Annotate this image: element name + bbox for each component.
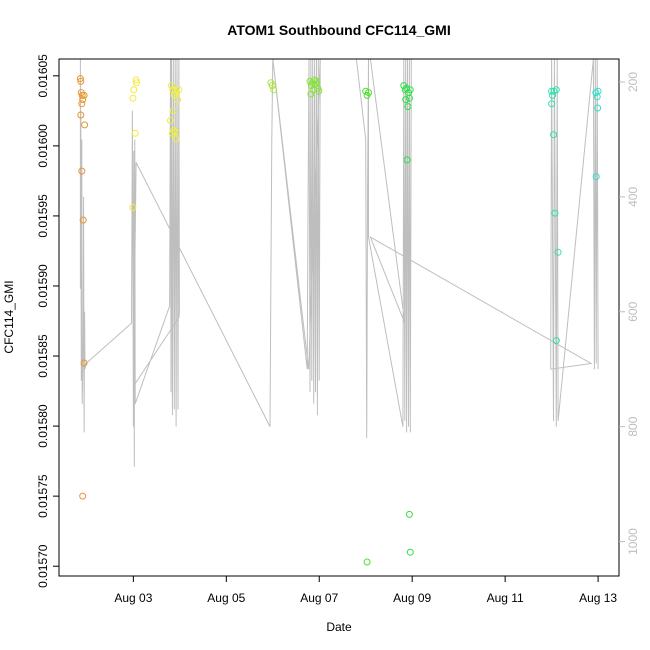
data-point: [552, 337, 560, 345]
x-axis-label: Date: [326, 620, 352, 634]
right-tick-label: 800: [626, 416, 640, 436]
right-tick-label: 200: [626, 72, 640, 92]
y-tick-label: 0.01570: [36, 544, 50, 588]
data-point: [78, 91, 86, 99]
x-tick-label: Aug 07: [300, 591, 338, 605]
data-point: [550, 131, 557, 139]
y-tick-label: 0.01585: [36, 334, 50, 378]
data-point: [405, 94, 413, 102]
y-tick-label: 0.01575: [36, 474, 50, 518]
y-axis: 0.01570 0.01575 0.01580 0.01585 0.01590 0.015…: [36, 54, 59, 588]
x-tick-label: Aug 03: [114, 591, 152, 605]
y-tick-label: 0.01590: [36, 264, 50, 308]
data-point: [78, 167, 86, 175]
y-axis-label: CFC114_GMI: [2, 280, 16, 353]
chart-title: ATOM1 Southbound CFC114_GMI: [227, 22, 451, 38]
scatter-points-layer: [76, 75, 602, 566]
data-point: [554, 248, 562, 256]
right-tick-label: 600: [626, 301, 640, 321]
data-point: [132, 76, 140, 84]
plot-frame: [58, 58, 620, 577]
altitude-trace-line: [79, 59, 599, 467]
data-point: [129, 204, 137, 211]
right-axis: 200 400 600 800 1000: [619, 72, 640, 555]
data-point: [406, 86, 414, 94]
x-axis: Aug 03 Aug 05 Aug 07 Aug 09 Aug 11 Aug 13: [114, 576, 617, 605]
data-point: [78, 100, 86, 108]
data-point: [76, 75, 84, 83]
data-point: [405, 510, 413, 518]
data-point: [402, 96, 410, 104]
data-point: [551, 209, 559, 217]
y-tick-label: 0.01605: [36, 54, 50, 98]
data-point: [168, 82, 175, 90]
data-point: [592, 173, 600, 181]
data-point: [403, 84, 411, 92]
data-point: [129, 94, 137, 102]
data-point: [79, 96, 87, 104]
data-point: [131, 129, 139, 137]
data-point: [404, 103, 412, 111]
data-point: [133, 79, 141, 87]
data-point: [174, 96, 181, 104]
data-point: [549, 91, 556, 99]
x-tick-label: Aug 05: [207, 591, 245, 605]
x-tick-label: Aug 11: [487, 591, 524, 605]
data-point: [81, 121, 89, 129]
data-point: [363, 558, 371, 566]
x-tick-label: Aug 09: [393, 591, 431, 605]
data-point: [315, 87, 323, 95]
data-point: [270, 86, 278, 94]
data-point: [79, 492, 87, 500]
data-point: [593, 93, 601, 101]
data-point: [406, 548, 414, 556]
data-point: [167, 117, 174, 125]
right-tick-label: 1000: [626, 528, 640, 555]
data-point: [175, 86, 183, 94]
data-point: [548, 100, 556, 108]
data-point: [130, 86, 138, 94]
data-point: [307, 90, 315, 98]
data-point: [169, 107, 177, 115]
right-tick-label: 400: [626, 187, 640, 207]
y-tick-label: 0.01580: [36, 404, 50, 448]
data-point: [80, 359, 88, 367]
data-point: [594, 104, 602, 112]
data-point: [77, 111, 85, 119]
data-point: [365, 89, 372, 97]
y-tick-label: 0.01600: [36, 124, 50, 168]
data-point: [268, 82, 276, 90]
data-point: [552, 86, 560, 94]
altitude-trace-layer: [79, 59, 599, 467]
data-point: [77, 77, 85, 85]
data-point: [80, 91, 88, 99]
y-tick-label: 0.01595: [36, 194, 50, 238]
data-point: [172, 135, 180, 143]
data-point: [548, 87, 556, 95]
data-point: [171, 128, 179, 136]
data-point: [403, 156, 411, 164]
x-tick-label: Aug 13: [579, 591, 617, 605]
data-point: [79, 216, 87, 224]
data-point: [313, 77, 321, 85]
